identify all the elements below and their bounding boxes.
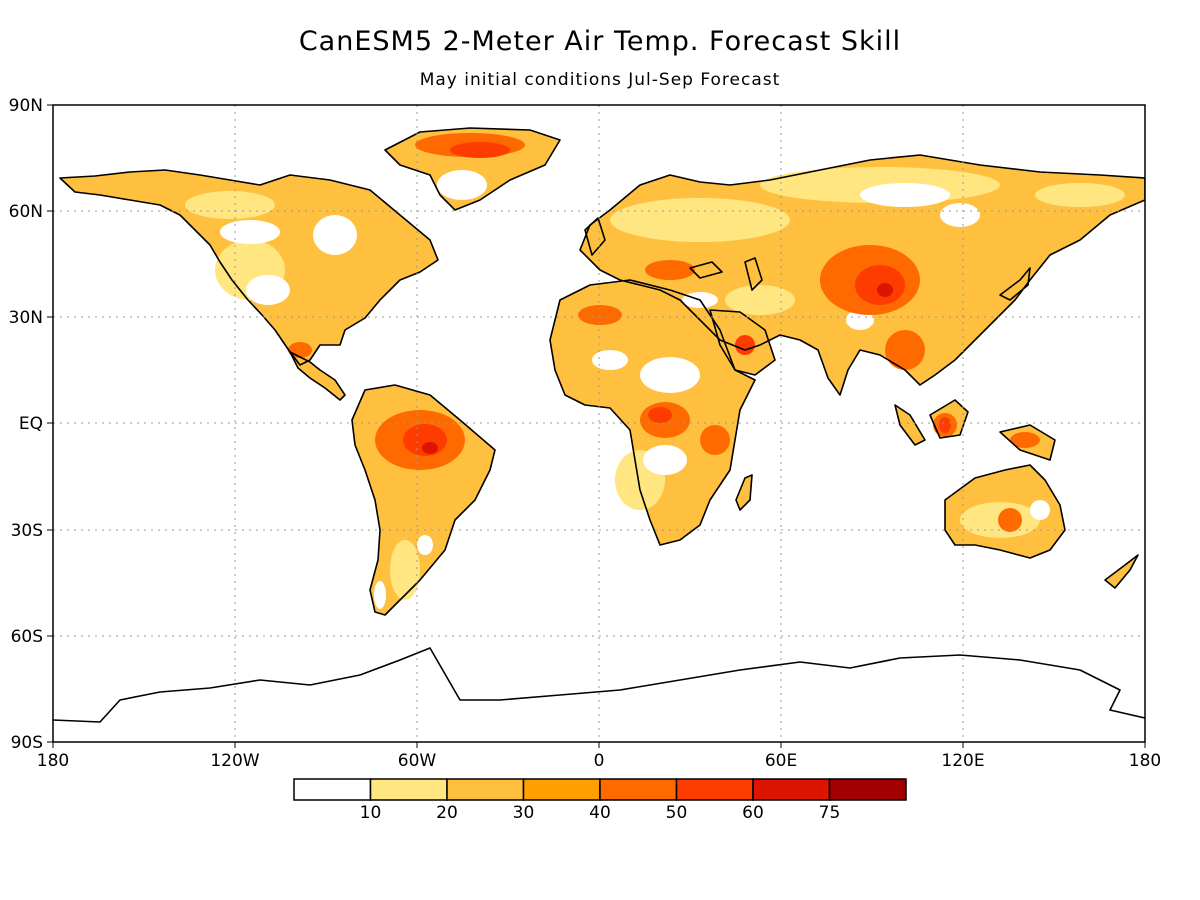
colorbar-swatch — [828, 778, 907, 801]
colorbar-label: 20 — [436, 803, 458, 823]
colorbar-label: 75 — [819, 803, 841, 823]
y-tick-label: 30N — [9, 308, 43, 328]
y-tick-label: 30S — [11, 521, 43, 541]
colorbar: 10 20 30 40 50 60 75 — [293, 778, 907, 823]
colorbar-label: 10 — [360, 803, 382, 823]
map-subtitle: May initial conditions Jul-Sep Forecast — [419, 70, 781, 90]
land-sumatra — [895, 405, 925, 445]
coastline-icon — [53, 127, 1145, 723]
colorbar-swatch — [599, 778, 678, 801]
y-tick-label: 90N — [9, 96, 43, 116]
x-tick-labels: 180 120W 60W 0 60E 120E 180 — [37, 751, 1161, 771]
map-grid — [53, 105, 1145, 742]
colorbar-swatch — [522, 778, 601, 801]
colorbar-swatch — [752, 778, 831, 801]
colorbar-label: 30 — [513, 803, 535, 823]
x-tick-label: 180 — [1129, 751, 1161, 771]
x-tick-label: 60E — [765, 751, 797, 771]
y-tick-label: 60N — [9, 202, 43, 222]
axis-ticks — [47, 104, 1146, 748]
colorbar-label: 40 — [589, 803, 611, 823]
skill-below-10-patches — [220, 170, 1050, 609]
y-tick-label: 60S — [11, 627, 43, 647]
x-tick-label: 120E — [941, 751, 984, 771]
colorbar-swatch — [293, 778, 372, 801]
x-tick-label: 180 — [37, 751, 69, 771]
x-tick-label: 120W — [210, 751, 259, 771]
y-tick-labels: 90N 60N 30N EQ 30S 60S 90S — [9, 96, 43, 753]
map-content — [53, 105, 1145, 742]
colorbar-swatch — [369, 778, 448, 801]
y-tick-label: 90S — [11, 733, 43, 753]
x-tick-label: 60W — [398, 751, 437, 771]
colorbar-swatch — [675, 778, 754, 801]
colorbar-swatch — [446, 778, 525, 801]
x-tick-label: 0 — [594, 751, 605, 771]
skill-60-75-patches — [422, 283, 893, 454]
colorbar-label: 60 — [742, 803, 764, 823]
colorbar-label: 50 — [666, 803, 688, 823]
y-tick-label: EQ — [19, 414, 43, 434]
map-title: CanESM5 2-Meter Air Temp. Forecast Skill — [298, 26, 902, 57]
land-new-zealand — [1105, 555, 1138, 588]
